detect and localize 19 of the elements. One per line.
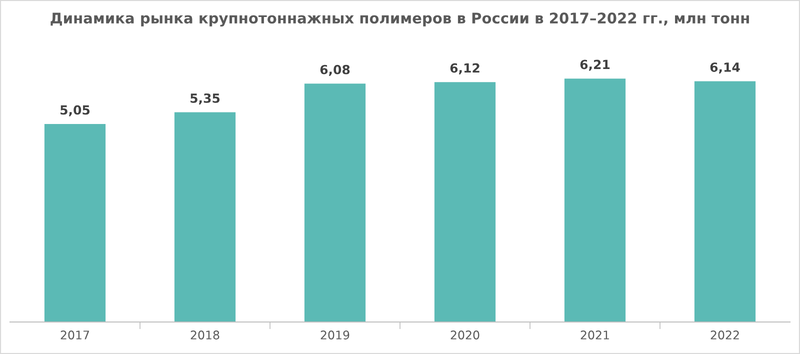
bar (174, 112, 236, 322)
x-tick-label: 2019 (320, 330, 350, 340)
x-tick-label: 2017 (60, 330, 90, 340)
bar (564, 78, 626, 322)
chart-title: Динамика рынка крупнотоннажных полимеров в России в 2017–2022 гг., млн тонн (50, 12, 749, 27)
data-label: 5,05 (60, 105, 90, 116)
data-label: 6,21 (580, 60, 610, 71)
data-label: 6,12 (450, 63, 480, 74)
x-tick-label: 2020 (450, 330, 480, 340)
bar (434, 82, 496, 322)
data-label: 6,08 (320, 64, 350, 76)
bar (44, 124, 106, 322)
x-tick-label: 2022 (710, 330, 739, 340)
bar (694, 81, 756, 322)
x-tick-label: 2018 (190, 330, 220, 340)
data-label: 5,35 (190, 93, 220, 105)
bar (304, 84, 366, 322)
x-tick-label: 2021 (580, 330, 609, 340)
data-label: 6,14 (710, 62, 740, 74)
